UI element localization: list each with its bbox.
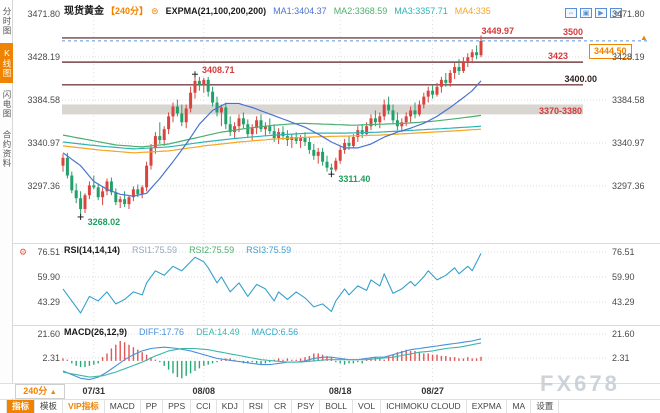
indicator-toolbar: 指标 模板 VIP指标 MACD PP PPS CCI KDJ RSI CR PSY BOLL VOL I…	[0, 399, 660, 413]
fullscreen-icon[interactable]: ▣	[580, 8, 592, 18]
indicator-name: EXPMA(21,100,200,200)	[165, 6, 267, 16]
date-axis-row	[0, 383, 660, 398]
timeframe-label: 【240分】	[106, 6, 149, 16]
peak-price-label: 3449.97	[481, 26, 514, 36]
current-price-arrow-icon: ▲	[640, 33, 648, 42]
macd-header: MACD(26,12,9) DIFF:17.76 DEA:14.49 MACD:6.…	[64, 327, 298, 337]
rsi-axis-left: 76.51	[37, 247, 60, 257]
macd-axis-right: 21.60	[612, 329, 635, 340]
sidebar-tab-1[interactable]: K线图	[0, 42, 13, 83]
price-axis-left: 3471.80	[27, 9, 60, 19]
rsi-header: RSI(14,14,14) RSI1:75.59 RSI2:75.59 RSI3:7…	[64, 245, 291, 255]
macd-value-1: DEA:14.49	[196, 327, 240, 337]
price-axis-right: 3471.80	[612, 9, 645, 19]
macd-title: MACD(26,12,9)	[64, 327, 128, 337]
sidebar-tab-3[interactable]: 合约资料	[2, 130, 12, 168]
toolbar-item-EXPMA[interactable]: EXPMA	[467, 400, 508, 413]
rsi-values: RSI1:75.59 RSI2:75.59 RSI3:75.59	[132, 245, 291, 255]
macd-value-2: MACD:6.56	[251, 327, 299, 337]
rsi-value-2: RSI3:75.59	[246, 245, 292, 255]
rsi-axis-left: 59.90	[37, 271, 60, 282]
macd-axis-right: 2.31	[612, 353, 630, 364]
toolbar-item-KDJ[interactable]: KDJ	[217, 400, 244, 413]
sidebar-tab-2[interactable]: 闪电图	[2, 89, 12, 119]
indicator-settings-icon[interactable]: ⚙	[19, 247, 28, 257]
price-axis-left: 3340.97	[27, 138, 60, 148]
annotation-3268.02: 3268.02	[87, 216, 121, 227]
toolbar-item-CR[interactable]: CR	[269, 400, 293, 413]
toolbar-item-ICHIMOKU CLOUD[interactable]: ICHIMOKU CLOUD	[381, 400, 467, 413]
price-axis-right: 3297.36	[612, 181, 645, 191]
toolbar-item-PP[interactable]: PP	[141, 400, 164, 413]
macd-axis-left: 21.60	[37, 329, 60, 340]
macd-value-0: DIFF:17.76	[139, 327, 185, 337]
date-tick-08/18: 08/18	[328, 386, 352, 396]
price-axis-right: 3384.58	[612, 95, 645, 105]
toolbar-item-设置[interactable]: 设置	[531, 400, 560, 413]
annotation-3311.40: 3311.40	[338, 174, 371, 185]
toolbar-item-MACD[interactable]: MACD	[105, 400, 141, 413]
chart-type-sidebar: 分时图 K线图闪电图合约资料	[0, 0, 13, 413]
symbol-settings-icon[interactable]: ⊜	[151, 6, 159, 16]
pan-chart-icon[interactable]: ⇔	[565, 8, 577, 18]
level-label-3423: 3423	[547, 51, 568, 62]
rsi-axis-right: 76.51	[612, 247, 635, 257]
ma-value-4: MA4:335	[454, 6, 491, 16]
toolbar-item-PPS[interactable]: PPS	[163, 400, 192, 413]
symbol-name: 现货黄金	[64, 6, 104, 17]
chart-controls: ⇔ ▣ ▶ ⇥	[562, 2, 622, 20]
price-axis-left: 3428.19	[27, 52, 60, 62]
ma-value-3: MA3:3357.71	[394, 6, 448, 16]
rsi-axis-right: 59.90	[612, 271, 635, 282]
price-axis-right: 3428.19	[612, 52, 645, 62]
toolbar-item-VIP指标[interactable]: VIP指标	[63, 400, 105, 413]
toolbar-spacer	[0, 400, 7, 413]
watermark: FX678	[540, 371, 620, 396]
annotation-3408.71: 3408.71	[202, 65, 235, 76]
rsi-value-0: RSI1:75.59	[132, 245, 178, 255]
rsi-value-1: RSI2:75.59	[189, 245, 235, 255]
toolbar-item-MA[interactable]: MA	[507, 400, 532, 413]
ma-value-2: MA2:3368.59	[333, 6, 388, 16]
macd-values: DIFF:17.76 DEA:14.49 MACD:6.56	[139, 327, 298, 337]
date-tick-08/08: 08/08	[192, 386, 216, 396]
level-label-3400.00: 3400.00	[564, 73, 597, 84]
chart-header: 现货黄金 【240分】 ⊜ EXPMA(21,100,200,200) MA1:…	[64, 2, 491, 17]
date-tick-07/31: 07/31	[82, 386, 106, 396]
current-price-box: 3444.50	[589, 44, 632, 59]
price-axis-left: 3384.58	[27, 95, 60, 105]
toolbar-item-指标[interactable]: 指标	[7, 400, 36, 413]
sidebar-tab-0[interactable]: 分时图	[2, 7, 12, 36]
toolbar-item-PSY[interactable]: PSY	[292, 400, 321, 413]
macd-axis-left: 2.31	[42, 353, 60, 364]
rsi-title: RSI(14,14,14)	[64, 245, 121, 255]
ma-value-1: MA1:3404.37	[273, 6, 327, 16]
toolbar-item-BOLL[interactable]: BOLL	[320, 400, 354, 413]
toolbar-item-CCI[interactable]: CCI	[191, 400, 217, 413]
date-tick-08/27: 08/27	[421, 386, 444, 396]
step-forward-icon[interactable]: ▶	[595, 8, 607, 18]
price-axis-right: 3340.97	[612, 138, 645, 148]
period-selector[interactable]: 240分 ▲	[15, 384, 65, 399]
period-label: 240分	[23, 386, 48, 396]
toolbar-item-模板[interactable]: 模板	[35, 400, 64, 413]
toolbar-item-VOL[interactable]: VOL	[353, 400, 382, 413]
toolbar-item-RSI[interactable]: RSI	[244, 400, 269, 413]
band-label: 3370-3380	[538, 105, 582, 116]
jump-to-latest-icon[interactable]: ⇥	[610, 8, 622, 18]
indicator-values: MA1:3404.37 MA2:3368.59 MA3:3357.71 MA4:335	[273, 6, 491, 16]
rsi-axis-left: 43.29	[37, 296, 60, 307]
level-label-3500: 3500	[562, 26, 583, 37]
rsi-axis-right: 43.29	[612, 296, 635, 307]
price-axis-left: 3297.36	[27, 181, 60, 191]
period-arrow-icon: ▲	[49, 389, 57, 396]
